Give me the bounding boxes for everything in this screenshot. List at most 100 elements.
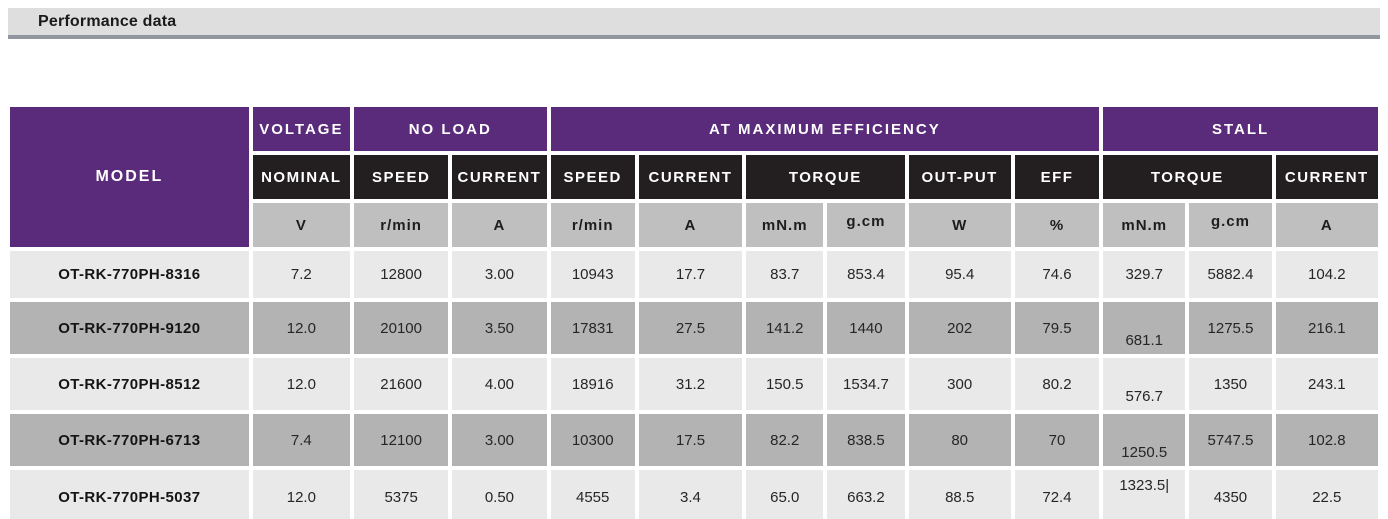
sub-header-stall-current: CURRENT — [1275, 155, 1378, 199]
group-header-voltage: VOLTAGE — [252, 107, 350, 151]
data-cell: 20100 — [353, 302, 449, 354]
data-cell: 12.0 — [252, 302, 350, 354]
data-cell: 80 — [908, 414, 1011, 466]
data-cell: 3.50 — [452, 302, 547, 354]
performance-table: MODEL VOLTAGE NO LOAD AT MAXIMUM EFFICIE… — [6, 103, 1382, 519]
data-cell: 74.6 — [1014, 251, 1100, 298]
section-header-bar: Performance data — [8, 8, 1380, 39]
data-cell: 22.5 — [1275, 470, 1378, 519]
data-cell: 216.1 — [1275, 302, 1378, 354]
sub-header-noload-current: CURRENT — [452, 155, 547, 199]
data-cell: 12800 — [353, 251, 449, 298]
data-cell: 102.8 — [1275, 414, 1378, 466]
data-cell: 17.7 — [638, 251, 743, 298]
sub-header-me-speed: SPEED — [550, 155, 635, 199]
model-cell: OT-RK-770PH-8512 — [10, 358, 249, 410]
data-cell: 0.50 — [452, 470, 547, 519]
unit-cell: W — [908, 203, 1011, 247]
data-cell: 18916 — [550, 358, 635, 410]
data-cell: 5375 — [353, 470, 449, 519]
sub-header-me-current: CURRENT — [638, 155, 743, 199]
table-row: OT-RK-770PH-5037 12.0 5375 0.50 4555 3.4 65.0 6… — [10, 470, 1378, 519]
data-cell: 79.5 — [1014, 302, 1100, 354]
table-row: OT-RK-770PH-8512 12.0 21600 4.00 18916 31.2 15… — [10, 358, 1378, 410]
data-cell: 12.0 — [252, 470, 350, 519]
sub-header-row: NOMINAL SPEED CURRENT SPEED CURRENT TORQ… — [10, 155, 1378, 199]
data-cell: 104.2 — [1275, 251, 1378, 298]
sub-header-stall-torque: TORQUE — [1103, 155, 1272, 199]
group-header-no-load: NO LOAD — [353, 107, 547, 151]
data-cell: 17.5 — [638, 414, 743, 466]
data-cell: 7.2 — [252, 251, 350, 298]
sub-header-me-torque: TORQUE — [746, 155, 905, 199]
unit-cell: g.cm — [1189, 203, 1272, 247]
model-cell: OT-RK-770PH-9120 — [10, 302, 249, 354]
data-cell: 27.5 — [638, 302, 743, 354]
data-cell: 3.00 — [452, 414, 547, 466]
data-cell: 95.4 — [908, 251, 1011, 298]
data-cell: 31.2 — [638, 358, 743, 410]
unit-cell: A — [1275, 203, 1378, 247]
data-cell: 663.2 — [827, 470, 905, 519]
data-cell: 853.4 — [827, 251, 905, 298]
sub-header-eff: EFF — [1014, 155, 1100, 199]
data-cell: 576.7 — [1103, 358, 1186, 410]
table-row: OT-RK-770PH-9120 12.0 20100 3.50 17831 27.5 14… — [10, 302, 1378, 354]
data-cell: 1534.7 — [827, 358, 905, 410]
data-cell: 7.4 — [252, 414, 350, 466]
data-cell: 141.2 — [746, 302, 824, 354]
table-row: OT-RK-770PH-6713 7.4 12100 3.00 10300 17.5 82.… — [10, 414, 1378, 466]
unit-cell: V — [252, 203, 350, 247]
data-cell: 1275.5 — [1189, 302, 1272, 354]
data-cell: 17831 — [550, 302, 635, 354]
data-cell: 1350 — [1189, 358, 1272, 410]
unit-cell: g.cm — [827, 203, 905, 247]
table-body: OT-RK-770PH-8316 7.2 12800 3.00 10943 17.7 83.… — [10, 251, 1378, 519]
data-cell: 10943 — [550, 251, 635, 298]
group-header-row: MODEL VOLTAGE NO LOAD AT MAXIMUM EFFICIE… — [10, 107, 1378, 247]
unit-cell: mN.m — [1103, 203, 1186, 247]
data-cell: 82.2 — [746, 414, 824, 466]
column-header-model: MODEL — [10, 107, 249, 247]
data-cell: 80.2 — [1014, 358, 1100, 410]
data-cell: 202 — [908, 302, 1011, 354]
data-cell: 150.5 — [746, 358, 824, 410]
unit-cell: mN.m — [746, 203, 824, 247]
sub-header-output: OUT-PUT — [908, 155, 1011, 199]
section-title: Performance data — [38, 12, 177, 30]
data-cell: 3.4 — [638, 470, 743, 519]
model-cell: OT-RK-770PH-5037 — [10, 470, 249, 519]
data-cell: 681.1 — [1103, 302, 1186, 354]
data-cell: 1323.5| — [1103, 470, 1186, 519]
data-cell: 12.0 — [252, 358, 350, 410]
unit-cell: A — [452, 203, 547, 247]
data-cell: 4555 — [550, 470, 635, 519]
data-cell: 88.5 — [908, 470, 1011, 519]
model-cell: OT-RK-770PH-6713 — [10, 414, 249, 466]
unit-row: V r/min A r/min A mN.m g.cm W % mN.m g.c… — [10, 203, 1378, 247]
data-cell: 5747.5 — [1189, 414, 1272, 466]
data-cell: 4.00 — [452, 358, 547, 410]
data-cell: 838.5 — [827, 414, 905, 466]
data-cell: 10300 — [550, 414, 635, 466]
data-cell: 65.0 — [746, 470, 824, 519]
data-cell: 243.1 — [1275, 358, 1378, 410]
group-header-stall: STALL — [1103, 107, 1378, 151]
data-cell: 1250.5 — [1103, 414, 1186, 466]
sub-header-noload-speed: SPEED — [353, 155, 449, 199]
data-cell: 1440 — [827, 302, 905, 354]
table-row: OT-RK-770PH-8316 7.2 12800 3.00 10943 17.7 83.… — [10, 251, 1378, 298]
data-cell: 329.7 — [1103, 251, 1186, 298]
unit-cell: A — [638, 203, 743, 247]
data-cell: 12100 — [353, 414, 449, 466]
data-cell: 70 — [1014, 414, 1100, 466]
data-cell: 83.7 — [746, 251, 824, 298]
unit-cell: r/min — [353, 203, 449, 247]
data-cell: 3.00 — [452, 251, 547, 298]
unit-cell: r/min — [550, 203, 635, 247]
data-cell: 21600 — [353, 358, 449, 410]
data-cell: 5882.4 — [1189, 251, 1272, 298]
data-cell: 72.4 — [1014, 470, 1100, 519]
unit-cell: % — [1014, 203, 1100, 247]
